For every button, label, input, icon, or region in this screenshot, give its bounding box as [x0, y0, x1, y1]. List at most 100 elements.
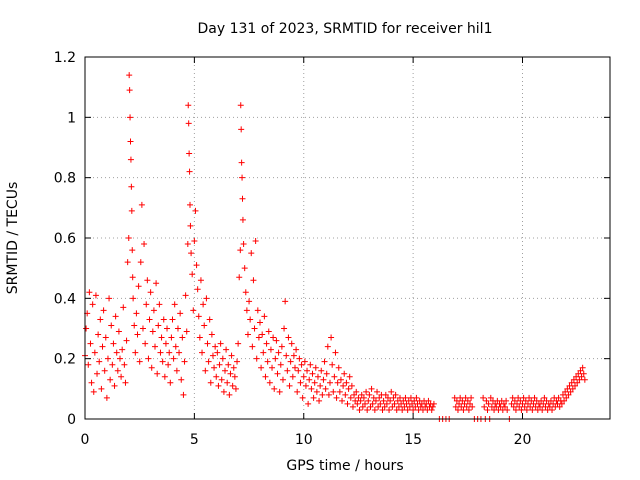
data-point — [156, 301, 163, 308]
data-point — [468, 394, 475, 401]
data-point — [138, 201, 145, 208]
data-point — [509, 394, 516, 401]
data-point — [398, 400, 405, 407]
data-point — [297, 379, 304, 386]
data-point — [502, 403, 508, 410]
data-point — [115, 328, 122, 335]
data-point — [232, 385, 239, 392]
data-point — [313, 388, 320, 395]
data-point — [159, 358, 166, 365]
data-point — [196, 334, 203, 341]
data-point — [214, 349, 221, 356]
data-point — [121, 361, 128, 368]
data-point — [308, 385, 315, 392]
data-point — [155, 322, 162, 329]
data-point — [578, 373, 585, 380]
data-point — [332, 349, 339, 356]
data-point — [143, 301, 150, 308]
data-point — [377, 400, 384, 407]
data-point — [276, 388, 283, 395]
data-point — [234, 358, 241, 365]
data-point — [328, 334, 335, 341]
data-point — [459, 397, 466, 404]
data-point — [529, 406, 536, 413]
data-point — [531, 394, 538, 401]
data-point — [223, 346, 230, 353]
data-point — [547, 397, 554, 404]
data-point — [127, 138, 134, 145]
data-point — [269, 364, 276, 371]
data-point — [190, 307, 197, 314]
data-point — [285, 334, 292, 341]
data-point — [111, 382, 118, 389]
data-point — [481, 403, 488, 410]
data-point — [307, 361, 314, 368]
data-point — [213, 373, 220, 380]
data-point — [299, 394, 306, 401]
data-point — [192, 207, 199, 214]
x-tick-label: 0 — [81, 432, 90, 448]
data-point — [167, 379, 174, 386]
data-point — [195, 313, 202, 320]
data-point — [405, 397, 412, 404]
data-point — [200, 301, 207, 308]
data-point — [463, 403, 470, 410]
data-point — [109, 361, 116, 368]
data-point — [117, 355, 123, 362]
data-point — [412, 403, 419, 410]
data-point — [131, 322, 138, 329]
data-point — [87, 340, 94, 347]
data-point — [301, 358, 308, 365]
data-point — [239, 216, 246, 223]
data-point — [372, 397, 379, 404]
x-tick-label: 15 — [404, 432, 422, 448]
data-point — [160, 316, 167, 323]
data-point — [520, 394, 527, 401]
data-point — [127, 156, 134, 163]
data-point — [452, 403, 459, 410]
data-point — [224, 379, 231, 386]
data-point — [524, 400, 531, 407]
data-point — [235, 340, 242, 347]
data-point — [526, 394, 533, 401]
data-point — [375, 403, 382, 410]
data-point — [512, 406, 519, 413]
data-point — [389, 403, 396, 410]
data-point — [228, 352, 235, 359]
data-point — [130, 295, 137, 302]
data-point — [510, 403, 517, 410]
data-point — [267, 346, 274, 353]
data-point — [457, 394, 464, 401]
data-point — [500, 400, 507, 407]
data-point — [386, 406, 393, 413]
y-tick-label: 0.4 — [54, 291, 76, 307]
data-point — [580, 370, 587, 377]
data-point — [239, 174, 246, 181]
data-point — [240, 241, 247, 248]
data-point — [399, 406, 406, 413]
data-point — [241, 265, 248, 272]
data-point — [169, 316, 176, 323]
data-point — [243, 307, 250, 314]
data-point — [323, 370, 330, 377]
data-point — [98, 385, 105, 392]
data-point — [458, 403, 465, 410]
data-point — [353, 388, 360, 395]
data-point — [460, 406, 467, 413]
data-point — [314, 373, 321, 380]
data-point — [380, 397, 387, 404]
data-point — [273, 337, 280, 344]
data-point — [259, 331, 266, 338]
data-point — [271, 385, 278, 392]
data-point — [322, 385, 329, 392]
data-point — [317, 382, 324, 389]
data-point — [348, 382, 355, 389]
data-point — [388, 388, 395, 395]
data-point — [88, 379, 95, 386]
data-point — [331, 373, 338, 380]
data-point — [339, 397, 346, 404]
data-point — [102, 334, 109, 341]
data-point — [127, 114, 134, 121]
data-point — [278, 343, 285, 350]
data-point — [136, 358, 143, 365]
